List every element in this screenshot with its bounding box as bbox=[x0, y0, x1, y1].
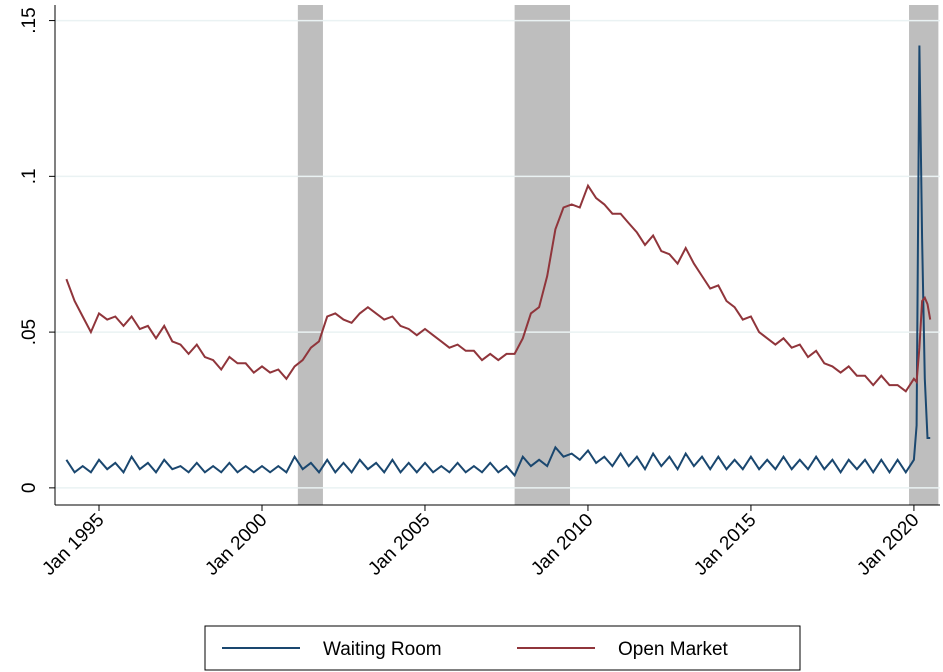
y-tick-label: .1 bbox=[19, 168, 40, 184]
legend-label: Open Market bbox=[618, 639, 729, 660]
x-tick-label: Jan 2000 bbox=[201, 510, 271, 580]
x-tick-label: Jan 1995 bbox=[38, 510, 108, 580]
x-tick-label: Jan 2010 bbox=[527, 510, 597, 580]
series-line bbox=[65, 183, 932, 393]
x-tick-label: Jan 2005 bbox=[364, 510, 434, 580]
y-tick-label: 0 bbox=[19, 483, 40, 494]
x-tick-label: Jan 2020 bbox=[853, 510, 923, 580]
recession-band bbox=[514, 5, 571, 505]
series-line bbox=[65, 45, 931, 478]
recession-band bbox=[909, 5, 939, 505]
x-tick-label: Jan 2015 bbox=[690, 510, 760, 580]
y-tick-label: .15 bbox=[19, 7, 40, 33]
y-tick-label: .05 bbox=[19, 319, 40, 345]
recession-band bbox=[297, 5, 323, 505]
legend-box bbox=[204, 625, 801, 671]
legend-label: Waiting Room bbox=[323, 639, 442, 660]
